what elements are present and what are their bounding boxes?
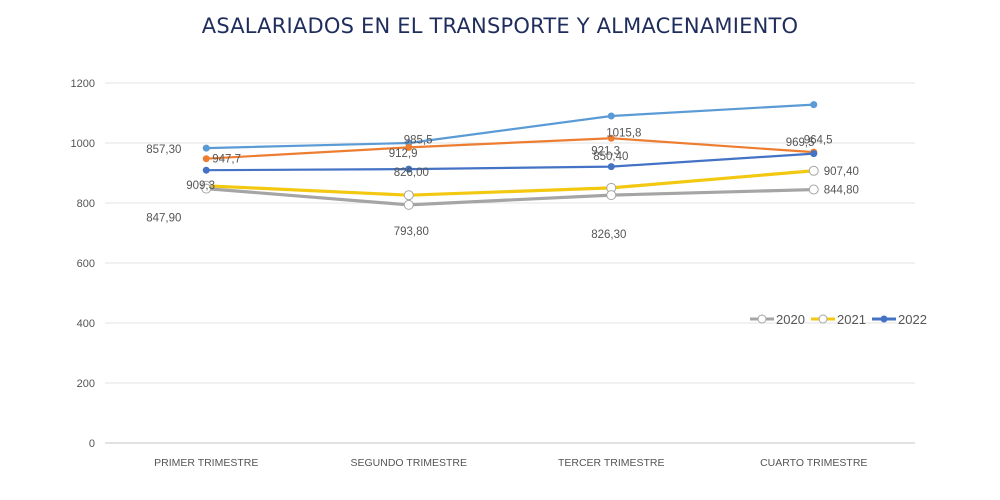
- series-line: [206, 187, 814, 207]
- series-line: [206, 152, 814, 172]
- data-point: [607, 134, 615, 142]
- data-label: 912,9: [389, 148, 418, 160]
- data-label: 1015,8: [606, 127, 641, 139]
- data-label: 850,40: [593, 151, 628, 163]
- legend-item-2020[interactable]: 2020: [750, 312, 805, 327]
- x-category-label: CUARTO TRIMESTRE: [760, 457, 867, 469]
- y-tick-label: 1200: [71, 78, 95, 90]
- legend-marker: [818, 314, 828, 324]
- data-point: [808, 165, 819, 176]
- y-tick-label: 200: [77, 378, 95, 390]
- legend-item-2022[interactable]: 2022: [872, 312, 927, 327]
- x-category-label: SEGUNDO TRIMESTRE: [351, 457, 467, 469]
- data-label: 826,00: [394, 167, 429, 179]
- data-point: [202, 166, 210, 174]
- series-2022: [202, 150, 818, 174]
- series-line: [206, 137, 814, 160]
- data-point: [202, 144, 210, 152]
- y-tick-label: 600: [77, 258, 95, 270]
- legend-label: 2022: [898, 312, 927, 327]
- data-label: 985,5: [404, 134, 433, 146]
- legend: 2020 2021 2022: [750, 312, 927, 327]
- data-label: 826,30: [591, 229, 626, 241]
- series-line: [206, 103, 814, 150]
- data-point: [607, 163, 615, 171]
- x-category-label: PRIMER TRIMESTRE: [154, 457, 258, 469]
- data-point: [810, 101, 818, 109]
- x-axis-categories: PRIMER TRIMESTRE SEGUNDO TRIMESTRE TERCER …: [154, 457, 867, 469]
- legend-marker: [757, 314, 767, 324]
- y-tick-label: 0: [89, 438, 95, 450]
- data-label: 921,3: [591, 146, 620, 158]
- data-label: 847,90: [146, 213, 181, 225]
- y-tick-label: 400: [77, 318, 95, 330]
- legend-item-2021[interactable]: 2021: [811, 312, 866, 327]
- data-label: 964,5: [804, 135, 833, 147]
- series-lines: [201, 101, 819, 210]
- x-category-label: TERCER TRIMESTRE: [558, 457, 665, 469]
- series-line: [206, 169, 814, 197]
- y-tick-label: 800: [77, 198, 95, 210]
- data-label: 969,5: [786, 137, 815, 149]
- data-point: [606, 190, 617, 201]
- data-label: 857,30: [146, 144, 181, 156]
- data-point: [405, 165, 413, 173]
- data-point: [810, 150, 818, 158]
- data-point: [201, 183, 212, 194]
- data-point: [202, 155, 210, 163]
- data-label: 793,80: [394, 226, 429, 238]
- legend-label: 2021: [837, 312, 866, 327]
- data-label: 844,80: [824, 185, 859, 197]
- data-labels: 947,7 985,5 1015,8 969,5 909,3 912,9 921,3 964,…: [146, 127, 859, 241]
- series-line-1: [202, 134, 818, 163]
- data-point: [607, 112, 615, 120]
- legend-label: 2020: [776, 312, 805, 327]
- y-axis-ticks: 0 200 400 600 800 1000 1200: [71, 78, 95, 450]
- legend-marker: [880, 315, 888, 323]
- data-point: [403, 199, 414, 210]
- y-tick-label: 1000: [71, 138, 95, 150]
- data-label: 909,3: [186, 180, 215, 192]
- series-line-0: [202, 101, 818, 152]
- series-2020: [201, 183, 819, 210]
- data-point: [403, 190, 414, 201]
- data-point: [405, 143, 413, 151]
- data-label: 947,7: [212, 154, 241, 166]
- data-point: [808, 184, 819, 195]
- data-label: 907,40: [824, 166, 859, 178]
- chart-title: ASALARIADOS EN EL TRANSPORTE Y ALMACENAM…: [201, 14, 799, 38]
